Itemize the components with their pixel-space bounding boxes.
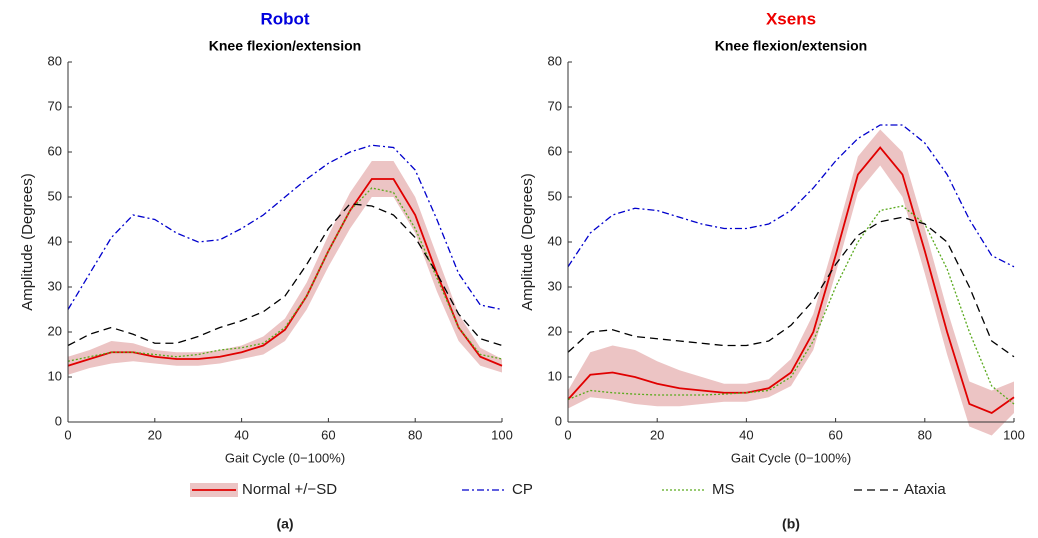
x-tick-label: 100	[1003, 427, 1025, 442]
y-tick-label: 60	[48, 143, 62, 158]
y-tick-label: 20	[48, 323, 62, 338]
series-line	[67, 187, 503, 362]
x-tick-label: 60	[828, 427, 842, 442]
x-tick-label: 80	[918, 427, 932, 442]
y-tick-label: 70	[548, 98, 562, 113]
legend-label: Ataxia	[904, 481, 946, 498]
y-tick-label: 0	[555, 413, 562, 428]
y-tick-label: 80	[548, 53, 562, 68]
y-tick-label: 70	[48, 98, 62, 113]
y-tick-label: 10	[48, 368, 62, 383]
legend-label: MS	[712, 481, 735, 498]
chart-title: Robot	[260, 9, 309, 28]
y-tick-label: 0	[55, 413, 62, 428]
x-tick-label: 0	[64, 427, 71, 442]
x-tick-label: 100	[491, 427, 513, 442]
sd-band	[68, 161, 502, 375]
series-line	[567, 146, 1015, 415]
series-line	[67, 178, 503, 367]
chart-subtitle: Knee flexion/extension	[715, 38, 867, 54]
series-line	[67, 203, 503, 347]
y-tick-label: 30	[548, 278, 562, 293]
x-tick-label: 40	[739, 427, 753, 442]
y-axis-label: Amplitude (Degrees)	[19, 173, 36, 311]
series-line	[567, 205, 1015, 405]
series-line	[567, 216, 1015, 358]
y-axis-label: Amplitude (Degrees)	[519, 173, 536, 311]
y-tick-label: 50	[48, 188, 62, 203]
x-tick-label: 20	[650, 427, 664, 442]
legend-label: Normal +/−SD	[242, 481, 337, 498]
panel-label: (a)	[276, 516, 293, 532]
x-tick-label: 20	[148, 427, 162, 442]
y-tick-label: 20	[548, 323, 562, 338]
y-tick-label: 50	[548, 188, 562, 203]
chart-subtitle: Knee flexion/extension	[209, 38, 361, 54]
series-line	[67, 144, 503, 311]
x-tick-label: 40	[234, 427, 248, 442]
x-tick-label: 60	[321, 427, 335, 442]
x-axis-label: Gait Cycle (0−100%)	[225, 450, 345, 465]
x-tick-label: 0	[564, 427, 571, 442]
legend-label: CP	[512, 481, 533, 498]
y-tick-label: 40	[548, 233, 562, 248]
chart-title: Xsens	[766, 9, 816, 28]
y-tick-label: 10	[548, 368, 562, 383]
y-tick-label: 30	[48, 278, 62, 293]
y-tick-label: 40	[48, 233, 62, 248]
y-tick-label: 80	[48, 53, 62, 68]
x-axis-label: Gait Cycle (0−100%)	[731, 450, 851, 465]
y-tick-label: 60	[548, 143, 562, 158]
series-line	[567, 124, 1015, 268]
panel-label: (b)	[782, 516, 800, 532]
x-tick-label: 80	[408, 427, 422, 442]
